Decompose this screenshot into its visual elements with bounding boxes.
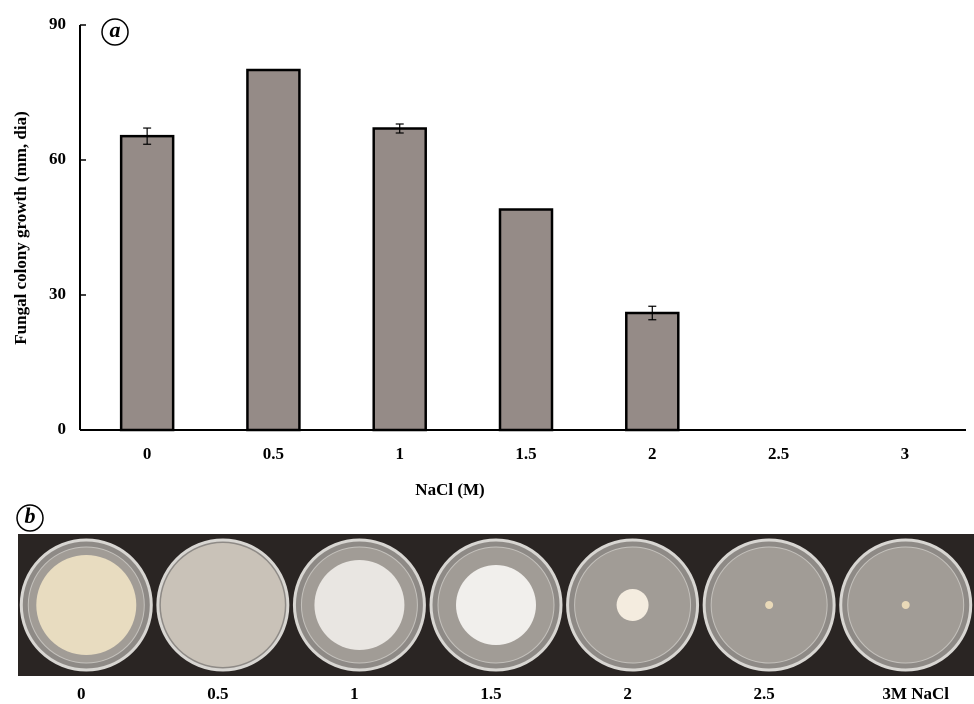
plate-label: 3M NaCl	[882, 684, 949, 703]
bar	[374, 129, 426, 431]
y-axis-label: Fungal colony growth (mm, dia)	[11, 111, 30, 344]
colony	[617, 589, 649, 621]
x-tick-label: 2	[648, 444, 657, 463]
panel-label: b	[25, 503, 36, 528]
panel-label: a	[110, 17, 121, 42]
x-tick-label: 3	[901, 444, 910, 463]
plate-label: 2	[623, 684, 632, 703]
x-tick-label: 2.5	[768, 444, 789, 463]
y-tick-label: 30	[49, 284, 66, 303]
plate-label: 1	[350, 684, 359, 703]
y-tick-label: 60	[49, 149, 66, 168]
y-tick-label: 90	[49, 14, 66, 33]
x-axis-label: NaCl (M)	[415, 480, 484, 499]
x-tick-label: 1.5	[515, 444, 536, 463]
bar	[121, 136, 173, 430]
x-tick-label: 1	[395, 444, 404, 463]
colony	[161, 543, 285, 667]
panel-b-badge: b	[17, 503, 43, 531]
plate-label: 0.5	[207, 684, 228, 703]
colony	[902, 601, 910, 609]
panel-a-badge: a	[102, 17, 128, 45]
plate-label: 2.5	[754, 684, 775, 703]
y-tick-label: 0	[58, 419, 67, 438]
colony	[765, 601, 773, 609]
bar	[500, 210, 552, 431]
plate-label: 1.5	[480, 684, 501, 703]
colony	[36, 555, 136, 655]
bar	[626, 313, 678, 430]
figure: a Fungal colony growth (mm, dia) NaCl (M…	[0, 0, 974, 704]
colony	[314, 560, 404, 650]
x-tick-label: 0.5	[263, 444, 284, 463]
x-tick-label: 0	[143, 444, 152, 463]
plate-label: 0	[77, 684, 86, 703]
colony	[456, 565, 536, 645]
bar	[247, 70, 299, 430]
